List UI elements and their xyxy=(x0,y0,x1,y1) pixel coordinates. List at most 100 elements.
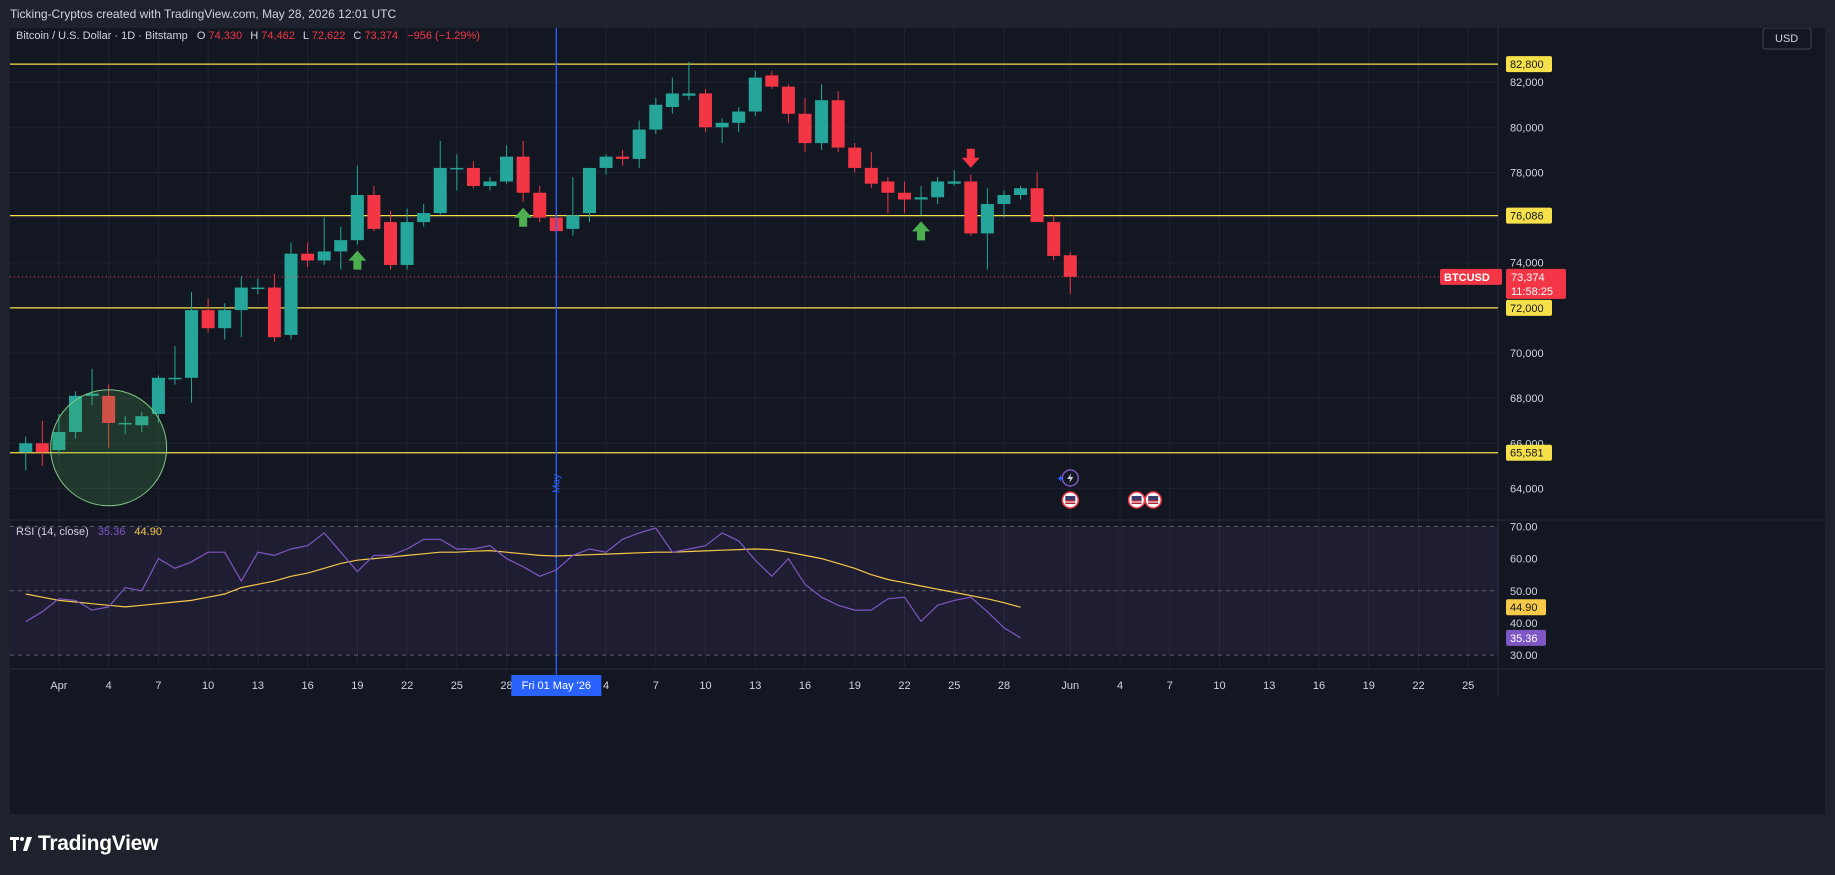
tradingview-wordmark: TradingView xyxy=(38,832,159,855)
candle-body xyxy=(433,167,447,214)
date-tick-label[interactable]: 22 xyxy=(401,680,413,692)
candle-body xyxy=(334,240,348,252)
date-tick-label[interactable]: Jun xyxy=(1061,680,1079,692)
down-arrow-icon[interactable] xyxy=(961,148,980,168)
chart-canvas[interactable]: May ✦ 64,00066,00068,00070,00072,00074,0… xyxy=(10,28,1825,814)
candle-body xyxy=(881,181,895,193)
date-tick-label[interactable]: 10 xyxy=(1213,680,1225,692)
horizontal-levels[interactable] xyxy=(10,63,1498,454)
level-price-tag[interactable] xyxy=(1506,56,1552,73)
date-tick-label[interactable]: 22 xyxy=(1412,680,1424,692)
date-tick-label[interactable]: 28 xyxy=(500,680,512,692)
candle xyxy=(682,61,696,101)
date-tick-label[interactable]: 16 xyxy=(799,680,811,692)
date-tick-label[interactable]: 10 xyxy=(699,680,711,692)
date-tick-label[interactable]: 22 xyxy=(898,680,910,692)
current-price-tag[interactable] xyxy=(1506,268,1566,299)
date-tick-label[interactable]: 25 xyxy=(451,680,463,692)
rsi-tick-label[interactable]: 30.00 xyxy=(1510,650,1538,662)
rsi-tick-label[interactable]: 60.00 xyxy=(1510,554,1538,566)
price-tick-label[interactable]: 82,000 xyxy=(1510,77,1544,89)
candle-body xyxy=(400,222,414,265)
economic-event-flag-icon[interactable] xyxy=(1061,491,1080,509)
rsi-tick-label[interactable]: 40.00 xyxy=(1510,618,1538,630)
highlight-circle[interactable] xyxy=(50,389,168,507)
price-axis[interactable]: 64,00066,00068,00070,00072,00074,00076,0… xyxy=(1440,56,1566,495)
economic-event-flag-icon[interactable] xyxy=(1144,491,1162,509)
candle-body xyxy=(997,195,1011,205)
level-price-tag[interactable] xyxy=(1506,299,1552,316)
date-tick-label[interactable]: 4 xyxy=(106,680,112,692)
candle xyxy=(234,276,248,338)
price-tick-label[interactable]: 74,000 xyxy=(1510,258,1544,270)
level-price-tag[interactable] xyxy=(1506,444,1552,461)
price-tick-label[interactable]: 68,000 xyxy=(1510,393,1544,405)
date-tick-label[interactable]: Apr xyxy=(50,680,67,692)
close-label: C xyxy=(353,30,361,42)
currency-label: USD xyxy=(1775,33,1798,45)
economic-event-flag-icon[interactable] xyxy=(1127,491,1146,509)
candle-body xyxy=(234,287,248,311)
price-tick-label[interactable]: 80,000 xyxy=(1510,122,1544,134)
date-tick-label[interactable]: 19 xyxy=(1363,680,1375,692)
candle-body xyxy=(732,111,746,123)
flag-stripe xyxy=(1065,502,1076,504)
candle xyxy=(997,190,1011,218)
up-arrow-icon[interactable] xyxy=(514,207,533,227)
rsi-tick-label[interactable]: 70.00 xyxy=(1510,521,1538,533)
candle-body xyxy=(185,310,199,378)
date-tick-label[interactable]: 25 xyxy=(948,680,960,692)
candle xyxy=(732,106,746,132)
rsi-tick-label[interactable]: 50.00 xyxy=(1510,586,1538,598)
date-tick-label[interactable]: 7 xyxy=(1167,680,1173,692)
candle xyxy=(267,274,281,342)
date-tick-label[interactable]: 25 xyxy=(1462,680,1474,692)
tradingview-logo[interactable]: TradingView xyxy=(10,832,158,856)
candle-body xyxy=(616,156,630,159)
annotations[interactable]: ✦ xyxy=(50,148,1162,509)
export-header: Ticking-Cryptos created with TradingView… xyxy=(0,0,1835,28)
high-label: H xyxy=(250,30,258,42)
candle xyxy=(566,176,580,236)
date-tick-label[interactable]: 13 xyxy=(1263,680,1275,692)
candle xyxy=(400,208,414,270)
candle-body xyxy=(632,129,646,159)
rsi-axis[interactable]: 30.00 40.00 50.00 60.00 70.00 44.90 35.36 xyxy=(1506,521,1546,662)
candle-body xyxy=(1063,255,1077,277)
event-lightning-icon[interactable]: ✦ xyxy=(1056,469,1080,487)
flag-canton xyxy=(1148,496,1159,500)
price-tick-label[interactable]: 78,000 xyxy=(1510,167,1544,179)
date-tick-label[interactable]: 13 xyxy=(252,680,264,692)
date-tick-label[interactable]: 13 xyxy=(749,680,761,692)
open-label: O xyxy=(197,30,206,42)
candle xyxy=(350,165,364,245)
level-price-tag[interactable] xyxy=(1506,207,1552,224)
candle-body xyxy=(699,93,713,128)
date-tick-label[interactable]: 4 xyxy=(603,680,609,692)
date-tick-label[interactable]: 28 xyxy=(998,680,1010,692)
candle-body xyxy=(599,156,613,168)
date-tick-label[interactable]: 10 xyxy=(202,680,214,692)
candle xyxy=(466,161,480,189)
candle xyxy=(301,242,315,268)
date-tick-label[interactable]: 7 xyxy=(155,680,161,692)
date-tick-label[interactable]: 4 xyxy=(1117,680,1123,692)
up-arrow-icon[interactable] xyxy=(912,221,931,241)
high-value: 74,462 xyxy=(261,30,295,42)
date-tick-label[interactable]: 19 xyxy=(351,680,363,692)
price-tick-label[interactable]: 64,000 xyxy=(1510,483,1544,495)
date-tick-label[interactable]: 16 xyxy=(1313,680,1325,692)
date-axis[interactable]: Apr 4 7 10 13 16 19 22 25 28 4 7 10 13 16 19 22 25 28 Jun 4 7… xyxy=(50,675,1474,696)
candle xyxy=(649,97,663,135)
chart-frame[interactable]: May ✦ 64,00066,00068,00070,00072,00074,0… xyxy=(10,28,1825,814)
candle xyxy=(151,375,165,423)
up-arrow-icon[interactable] xyxy=(348,250,367,270)
date-tick-label[interactable]: 16 xyxy=(301,680,313,692)
date-tick-label[interactable]: 19 xyxy=(849,680,861,692)
candle xyxy=(516,140,530,202)
currency-button[interactable]: USD xyxy=(1762,28,1812,50)
ticker-tag-label: BTCUSD xyxy=(1444,272,1490,284)
price-tick-label[interactable]: 70,000 xyxy=(1510,348,1544,360)
rsi-ma-line xyxy=(25,548,1021,608)
date-tick-label[interactable]: 7 xyxy=(653,680,659,692)
